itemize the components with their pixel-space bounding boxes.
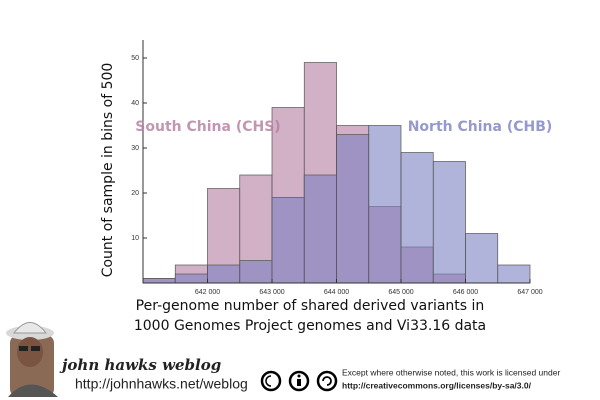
y-axis-label: Count of sample in bins of 500: [100, 63, 116, 278]
y-tick-label: 40: [131, 100, 139, 107]
histogram-bar: [239, 260, 273, 284]
x-axis-label: Per-genome number of shared derived vari…: [136, 298, 485, 314]
license-note: Except where otherwise noted, this work …: [342, 367, 560, 377]
histogram-bar: [497, 264, 531, 284]
blog-title: john hawks weblog: [59, 356, 221, 374]
histogram-bar: [303, 174, 337, 284]
x-tick-label: 644 000: [324, 289, 349, 296]
x-tick-label: 642 000: [195, 289, 220, 296]
x-axis-label: 1000 Genomes Project genomes and Vi33.16…: [134, 318, 486, 334]
series-label: North China (CHB): [408, 119, 553, 135]
histogram-bar: [432, 161, 466, 284]
x-tick-label: 643 000: [259, 289, 284, 296]
license-url[interactable]: http://creativecommons.org/licenses/by-s…: [342, 380, 532, 390]
y-tick-label: 20: [131, 190, 139, 197]
histogram-bar: [465, 233, 499, 284]
x-tick-label: 645 000: [388, 289, 413, 296]
series-label: South China (CHS): [135, 119, 280, 135]
x-tick-label: 647 000: [517, 289, 542, 296]
cc-icons: [260, 370, 338, 392]
histogram-bar: [336, 134, 370, 284]
histogram-bar: [142, 278, 176, 284]
histogram-bar: [271, 197, 305, 284]
histogram-bar: [174, 273, 208, 284]
y-tick-label: 10: [131, 235, 139, 242]
histogram-bar: [400, 152, 434, 284]
author-photo: [6, 322, 58, 397]
x-tick-label: 646 000: [453, 289, 478, 296]
histogram-bar: [368, 125, 402, 284]
y-tick-label: 50: [131, 55, 139, 62]
y-tick-label: 30: [131, 145, 139, 152]
blog-url[interactable]: http://johnhawks.net/weblog: [75, 376, 248, 392]
histogram-bar: [207, 264, 241, 284]
